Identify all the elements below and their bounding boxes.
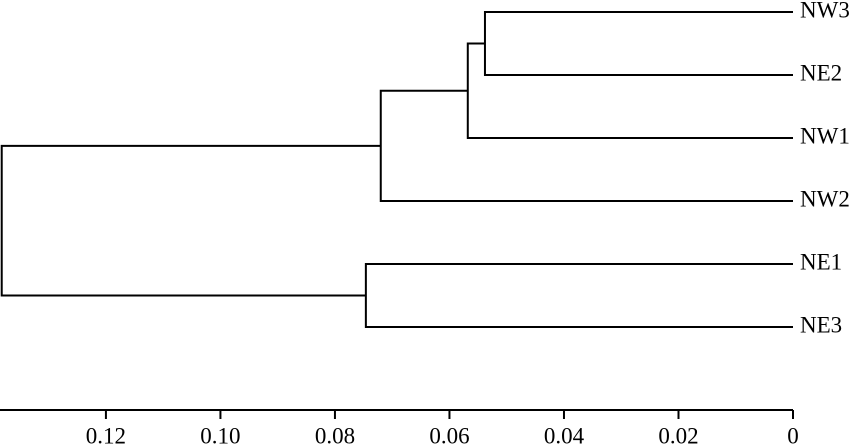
x-tick-label: 0.10	[200, 423, 240, 448]
leaf-label: NW1	[800, 123, 850, 148]
merge-link	[0, 144, 381, 297]
leaf-label: NE2	[800, 60, 842, 85]
x-tick-label: 0	[787, 423, 799, 448]
x-tick-label: 0.08	[315, 423, 355, 448]
leaf-label: NW3	[800, 0, 850, 22]
x-tick-label: 0.02	[658, 423, 698, 448]
x-tick-label: 0.04	[544, 423, 585, 448]
leaf-label: NW2	[800, 186, 850, 211]
merge-link	[379, 89, 793, 202]
merge-link	[483, 11, 793, 76]
x-tick-label: 0.12	[86, 423, 126, 448]
leaf-label: NE3	[800, 312, 842, 337]
x-tick-label: 0.06	[429, 423, 469, 448]
leaf-label: NE1	[800, 249, 842, 274]
merge-link	[364, 263, 793, 328]
merge-link	[466, 42, 793, 139]
